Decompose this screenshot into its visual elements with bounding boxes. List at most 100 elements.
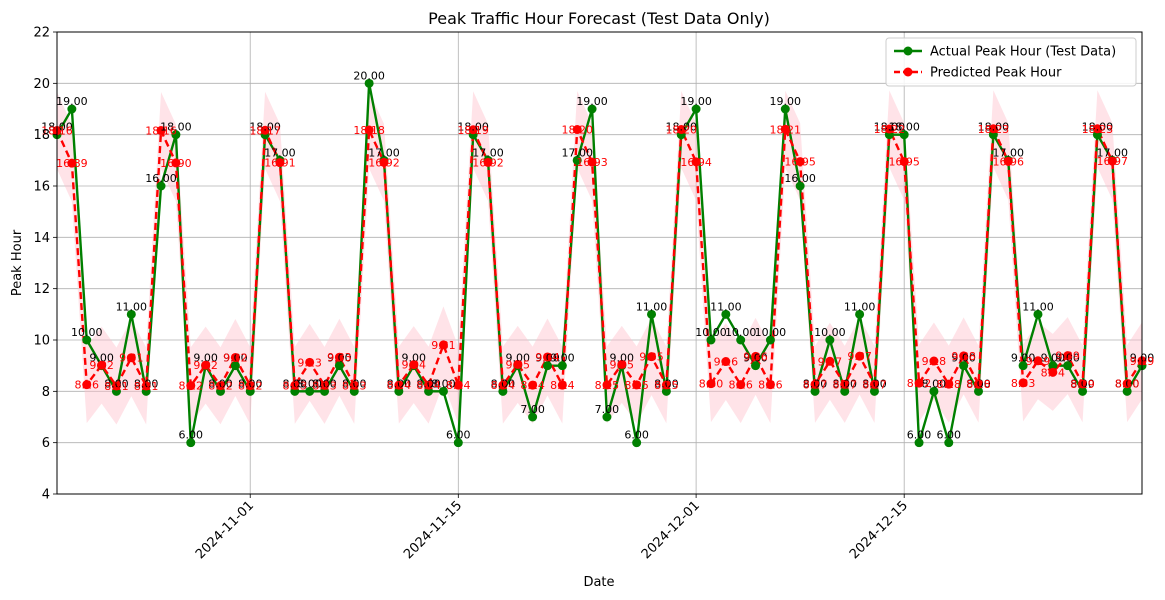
predicted-point	[810, 379, 820, 389]
actual-point	[438, 386, 448, 396]
chart-title: Peak Traffic Hour Forecast (Test Data On…	[428, 9, 770, 28]
predicted-point	[647, 352, 657, 362]
actual-data-label: 18.00	[665, 121, 697, 134]
predicted-data-label: 8.22	[238, 380, 263, 393]
actual-point	[974, 386, 984, 396]
predicted-point	[825, 356, 835, 366]
actual-point	[498, 386, 508, 396]
actual-data-label: 9.00	[1041, 352, 1066, 365]
predicted-data-label: 8.27	[832, 378, 857, 391]
predicted-point	[840, 379, 850, 389]
predicted-data-label: 8.27	[862, 378, 887, 391]
predicted-point	[424, 380, 434, 390]
actual-data-label: 7.00	[520, 403, 545, 416]
actual-point	[424, 386, 434, 396]
x-tick-label: 2024-11-15	[401, 498, 465, 562]
actual-point	[706, 335, 716, 345]
predicted-point	[364, 125, 374, 135]
predicted-data-label: 16.92	[368, 156, 400, 169]
predicted-data-label: 9.13	[297, 356, 322, 369]
actual-data-label: 6.00	[907, 429, 932, 442]
predicted-point	[409, 360, 419, 370]
predicted-point	[661, 380, 671, 390]
actual-point	[721, 309, 731, 319]
y-tick-label: 14	[33, 231, 50, 246]
predicted-data-label: 8.25	[654, 379, 679, 392]
predicted-data-label: 18.21	[770, 123, 802, 136]
actual-data-label: 11.00	[844, 300, 876, 313]
predicted-data-label: 8.22	[208, 380, 233, 393]
actual-point	[230, 361, 240, 371]
predicted-data-label: 16.89	[56, 157, 88, 170]
predicted-point	[1078, 379, 1088, 389]
predicted-data-label: 18.20	[665, 124, 697, 137]
predicted-data-label: 16.93	[576, 156, 608, 169]
actual-data-label: 18.00	[457, 121, 489, 134]
predicted-point	[275, 158, 285, 168]
predicted-data-label: 8.22	[179, 380, 204, 393]
predicted-data-label: 18.22	[874, 123, 906, 136]
actual-data-label: 10.00	[71, 326, 103, 339]
actual-data-label: 9.00	[610, 352, 635, 365]
predicted-data-label: 16.97	[1097, 155, 1129, 168]
actual-data-label: 8.00	[342, 377, 367, 390]
actual-data-label: 18.00	[874, 121, 906, 134]
actual-data-label: 17.00	[992, 146, 1024, 159]
predicted-point	[602, 380, 612, 390]
actual-data-label: 9.00	[535, 352, 560, 365]
predicted-point	[974, 379, 984, 389]
actual-point	[765, 335, 775, 345]
predicted-point	[111, 381, 121, 391]
actual-data-label: 16.00	[784, 172, 816, 185]
actual-point	[869, 386, 879, 396]
predicted-data-label: 8.25	[595, 379, 620, 392]
actual-data-label: 9.00	[951, 352, 976, 365]
actual-data-label: 8.00	[922, 377, 947, 390]
x-tick-label: 2024-11-01	[193, 498, 257, 562]
actual-data-label: 8.00	[832, 377, 857, 390]
actual-point	[632, 438, 642, 448]
plot-frame	[56, 31, 1143, 495]
predicted-data-label: 9.18	[922, 355, 947, 368]
predicted-point	[320, 380, 330, 390]
x-axis-label: Date	[583, 575, 614, 590]
actual-data-label: 18.00	[1082, 121, 1114, 134]
predicted-point	[201, 360, 211, 370]
actual-data-label: 9.00	[89, 352, 114, 365]
predicted-point	[632, 380, 642, 390]
actual-data-label: 6.00	[937, 429, 962, 442]
actual-point	[795, 181, 805, 191]
actual-data-label: 8.00	[1070, 377, 1095, 390]
predicted-point	[869, 379, 879, 389]
data-points	[52, 78, 1147, 448]
actual-point	[751, 361, 761, 371]
actual-data-label: 6.00	[624, 429, 649, 442]
predicted-point	[156, 126, 166, 136]
predicted-data-label: 18.17	[249, 124, 281, 137]
y-axis-label: Peak Hour	[10, 229, 25, 296]
predicted-point	[513, 359, 523, 369]
predicted-point	[245, 381, 255, 391]
predicted-point	[82, 380, 92, 390]
predicted-point	[959, 351, 969, 361]
actual-data-label: 17.00	[368, 146, 400, 159]
actual-data-label: 8.00	[283, 377, 308, 390]
predicted-point	[765, 380, 775, 390]
actual-data-label: 6.00	[179, 429, 204, 442]
actual-point	[528, 412, 538, 422]
actual-point	[602, 412, 612, 422]
predicted-point	[721, 357, 731, 367]
predicted-point	[97, 360, 107, 370]
predicted-point	[141, 381, 151, 391]
predicted-data-label: 9.05	[610, 358, 635, 371]
predicted-data-label: 8.28	[966, 378, 991, 391]
actual-point	[557, 361, 567, 371]
actual-data-label: 8.00	[491, 377, 516, 390]
predicted-data-label: 9.38	[951, 350, 976, 363]
predicted-point	[483, 157, 493, 167]
actual-data-label: 18.00	[249, 121, 281, 134]
actual-data-label: 17.00	[264, 146, 296, 159]
actual-point	[944, 438, 954, 448]
actual-data-label: 9.00	[193, 352, 218, 365]
predicted-point	[795, 157, 805, 167]
